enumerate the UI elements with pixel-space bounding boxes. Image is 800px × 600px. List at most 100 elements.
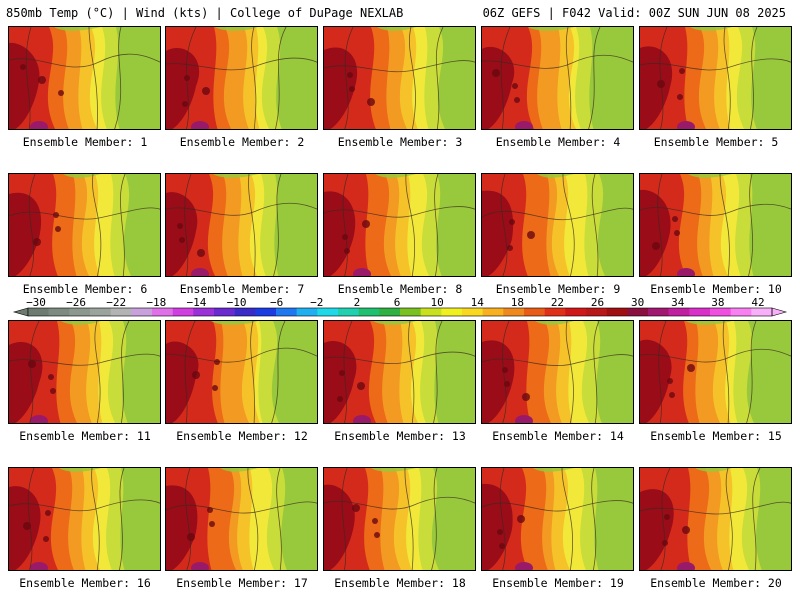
ensemble-member-label: Ensemble Member: 1 xyxy=(22,135,148,149)
temperature-map xyxy=(482,27,633,129)
colorbar-tick-label: 6 xyxy=(394,296,401,309)
ensemble-member-label: Ensemble Member: 16 xyxy=(19,576,151,590)
colorbar-swatch xyxy=(648,308,669,316)
colorbar-tick-label: −26 xyxy=(66,296,86,309)
ensemble-member-map xyxy=(8,173,161,277)
colorbar-tick-label: 18 xyxy=(511,296,524,309)
colorbar-swatch xyxy=(28,308,49,316)
colorbar-tick-label: −22 xyxy=(106,296,126,309)
ensemble-member-map xyxy=(165,320,318,424)
ensemble-member-label: Ensemble Member: 17 xyxy=(176,576,308,590)
ensemble-member-map xyxy=(323,467,476,571)
colorbar-swatch xyxy=(730,308,752,316)
temperature-map xyxy=(166,321,317,423)
ensemble-member-map xyxy=(8,320,161,424)
ensemble-member-label: Ensemble Member: 19 xyxy=(492,576,624,590)
colorbar-tick-label: 2 xyxy=(354,296,361,309)
temperature-map xyxy=(482,468,633,570)
chart-title: 850mb Temp (°C) | Wind (kts) | College o… xyxy=(6,6,404,20)
colorbar-swatch xyxy=(379,308,401,316)
ensemble-member-map xyxy=(165,26,318,130)
temperature-map xyxy=(9,321,160,423)
ensemble-member-label: Ensemble Member: 4 xyxy=(495,135,621,149)
temperature-map xyxy=(324,174,475,276)
ensemble-member-label: Ensemble Member: 15 xyxy=(650,429,782,443)
colorbar-swatch xyxy=(338,308,359,316)
temperature-map xyxy=(9,27,160,129)
colorbar-swatch xyxy=(689,308,711,316)
colorbar-tick-label: 14 xyxy=(471,296,485,309)
ensemble-member-map xyxy=(639,173,792,277)
temperature-map xyxy=(640,27,791,129)
colorbar-swatch xyxy=(503,308,525,316)
ensemble-member-label: Ensemble Member: 8 xyxy=(337,282,463,296)
colorbar-swatch xyxy=(710,308,731,316)
colorbar-tick-label: −18 xyxy=(146,296,166,309)
colorbar-swatch xyxy=(276,308,297,316)
colorbar-swatch xyxy=(544,308,566,316)
ensemble-member-label: Ensemble Member: 9 xyxy=(495,282,621,296)
colorbar-swatch xyxy=(627,308,649,316)
temperature-map xyxy=(324,321,475,423)
colorbar-swatch xyxy=(565,308,587,316)
colorbar-swatch xyxy=(110,308,132,316)
ensemble-member-map xyxy=(8,467,161,571)
temperature-map xyxy=(166,468,317,570)
ensemble-member-map xyxy=(481,173,634,277)
colorbar-tick-label: 26 xyxy=(591,296,604,309)
ensemble-member-label: Ensemble Member: 14 xyxy=(492,429,624,443)
ensemble-member-label: Ensemble Member: 10 xyxy=(650,282,782,296)
ensemble-member-label: Ensemble Member: 12 xyxy=(176,429,308,443)
colorbar-swatch xyxy=(586,308,607,316)
colorbar-tick-label: −14 xyxy=(187,296,207,309)
ensemble-member-map xyxy=(481,26,634,130)
colorbar-swatch xyxy=(131,308,153,316)
ensemble-member-map xyxy=(8,26,161,130)
ensemble-member-label: Ensemble Member: 18 xyxy=(334,576,466,590)
colorbar-tick-label: 38 xyxy=(711,296,724,309)
ensemble-member-map xyxy=(165,467,318,571)
colorbar-tick-label: −30 xyxy=(26,296,46,309)
ensemble-member-label: Ensemble Member: 2 xyxy=(179,135,305,149)
ensemble-member-label: Ensemble Member: 7 xyxy=(179,282,305,296)
colorbar-swatch xyxy=(214,308,235,316)
colorbar-swatch xyxy=(358,308,380,316)
temperature-map xyxy=(640,321,791,423)
colorbar-swatch xyxy=(668,308,690,316)
temperature-map xyxy=(166,174,317,276)
ensemble-member-label: Ensemble Member: 20 xyxy=(650,576,782,590)
ensemble-member-label: Ensemble Member: 5 xyxy=(653,135,779,149)
colorbar-tick-label: 34 xyxy=(671,296,685,309)
ensemble-member-map xyxy=(639,320,792,424)
colorbar-right-arrow xyxy=(771,307,788,317)
colorbar-swatch xyxy=(482,308,504,316)
temperature-map xyxy=(482,174,633,276)
ensemble-member-map xyxy=(323,320,476,424)
colorbar-swatch xyxy=(69,308,91,316)
colorbar-swatch xyxy=(524,308,545,316)
colorbar-swatch xyxy=(48,308,70,316)
temperature-map xyxy=(166,27,317,129)
temperature-map xyxy=(9,174,160,276)
ensemble-member-map xyxy=(639,467,792,571)
temperature-map xyxy=(9,468,160,570)
colorbar-left-arrow xyxy=(12,307,29,317)
colorbar-swatch xyxy=(751,308,773,316)
ensemble-member-label: Ensemble Member: 3 xyxy=(337,135,463,149)
temperature-map xyxy=(324,468,475,570)
colorbar-tick-label: 10 xyxy=(430,296,443,309)
colorbar-tick-label: 30 xyxy=(631,296,644,309)
colorbar-tick-label: −10 xyxy=(227,296,247,309)
colorbar-swatch xyxy=(462,308,483,316)
colorbar-swatch xyxy=(420,308,442,316)
colorbar-tick-label: −6 xyxy=(270,296,283,309)
ensemble-member-map xyxy=(165,173,318,277)
temperature-map xyxy=(482,321,633,423)
ensemble-member-label: Ensemble Member: 11 xyxy=(19,429,151,443)
run-valid-time: 06Z GEFS | F042 Valid: 00Z SUN JUN 08 20… xyxy=(482,6,786,20)
temperature-map xyxy=(640,468,791,570)
temperature-map xyxy=(324,27,475,129)
ensemble-member-map xyxy=(323,173,476,277)
colorbar-tick-label: 42 xyxy=(751,296,764,309)
colorbar-swatch xyxy=(152,308,173,316)
